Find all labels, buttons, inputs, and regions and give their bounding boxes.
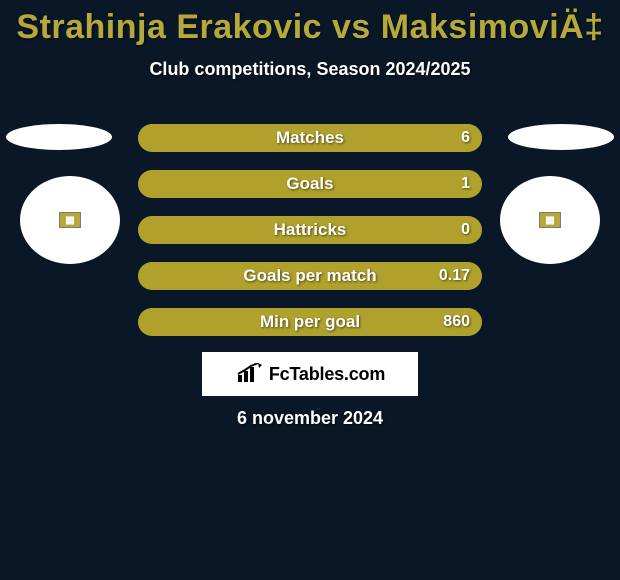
stat-row: Matches 6 [138,124,482,152]
stat-fill [138,262,482,290]
stat-fill [138,124,482,152]
date-label: 6 november 2024 [0,408,620,429]
player-left-oval [6,124,112,150]
stat-row: Hattricks 0 [138,216,482,244]
square-grid-icon: ▦ [539,212,561,228]
page-title: Strahinja Erakovic vs MaksimoviÄ‡ [0,0,620,47]
stat-row: Goals 1 [138,170,482,198]
brand-text: FcTables.com [269,364,385,385]
comparison-card: Strahinja Erakovic vs MaksimoviÄ‡ Club c… [0,0,620,580]
stat-fill [138,216,482,244]
player-right-oval [508,124,614,150]
subtitle: Club competitions, Season 2024/2025 [0,59,620,80]
player-left-circle: ▦ [20,176,120,264]
bar-chart-icon [235,363,263,385]
stat-row: Goals per match 0.17 [138,262,482,290]
stat-fill [138,170,482,198]
brand-badge: FcTables.com [202,352,418,396]
stats-list: Matches 6 Goals 1 Hattricks 0 Goals per … [138,124,482,354]
square-grid-icon: ▦ [59,212,81,228]
stat-fill [138,308,482,336]
player-right-circle: ▦ [500,176,600,264]
stat-row: Min per goal 860 [138,308,482,336]
